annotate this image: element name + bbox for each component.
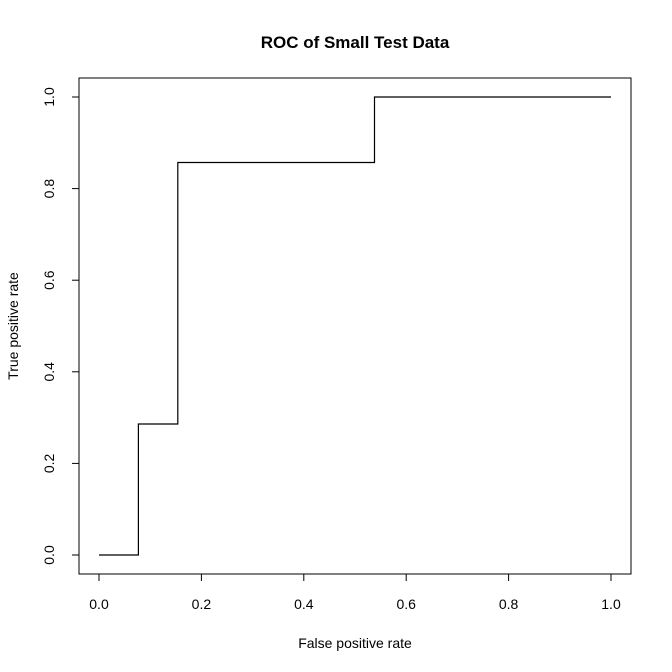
y-tick-label: 0.4 xyxy=(41,362,57,382)
y-tick-label: 0.2 xyxy=(41,453,57,473)
x-tick-label: 0.8 xyxy=(499,596,519,612)
y-tick-label: 0.6 xyxy=(41,270,57,290)
x-tick-label: 1.0 xyxy=(601,596,621,612)
y-axis: 0.0 0.2 0.4 0.6 0.8 1.0 xyxy=(41,87,80,565)
y-axis-label: True positive rate xyxy=(5,272,21,380)
x-tick-label: 0.0 xyxy=(89,596,109,612)
series-layer xyxy=(99,96,611,556)
x-axis: 0.0 0.2 0.4 0.6 0.8 1.0 xyxy=(89,573,621,612)
y-tick-label: 0.8 xyxy=(41,179,57,199)
x-tick-label: 0.4 xyxy=(294,596,314,612)
roc-curve-line xyxy=(99,96,611,556)
x-axis-label: False positive rate xyxy=(298,635,412,651)
y-tick-label: 0.0 xyxy=(41,545,57,565)
chart-title: ROC of Small Test Data xyxy=(261,33,450,52)
x-tick-label: 0.6 xyxy=(396,596,416,612)
y-tick-label: 1.0 xyxy=(41,87,57,107)
plot-frame xyxy=(78,77,632,575)
x-tick-label: 0.2 xyxy=(192,596,212,612)
